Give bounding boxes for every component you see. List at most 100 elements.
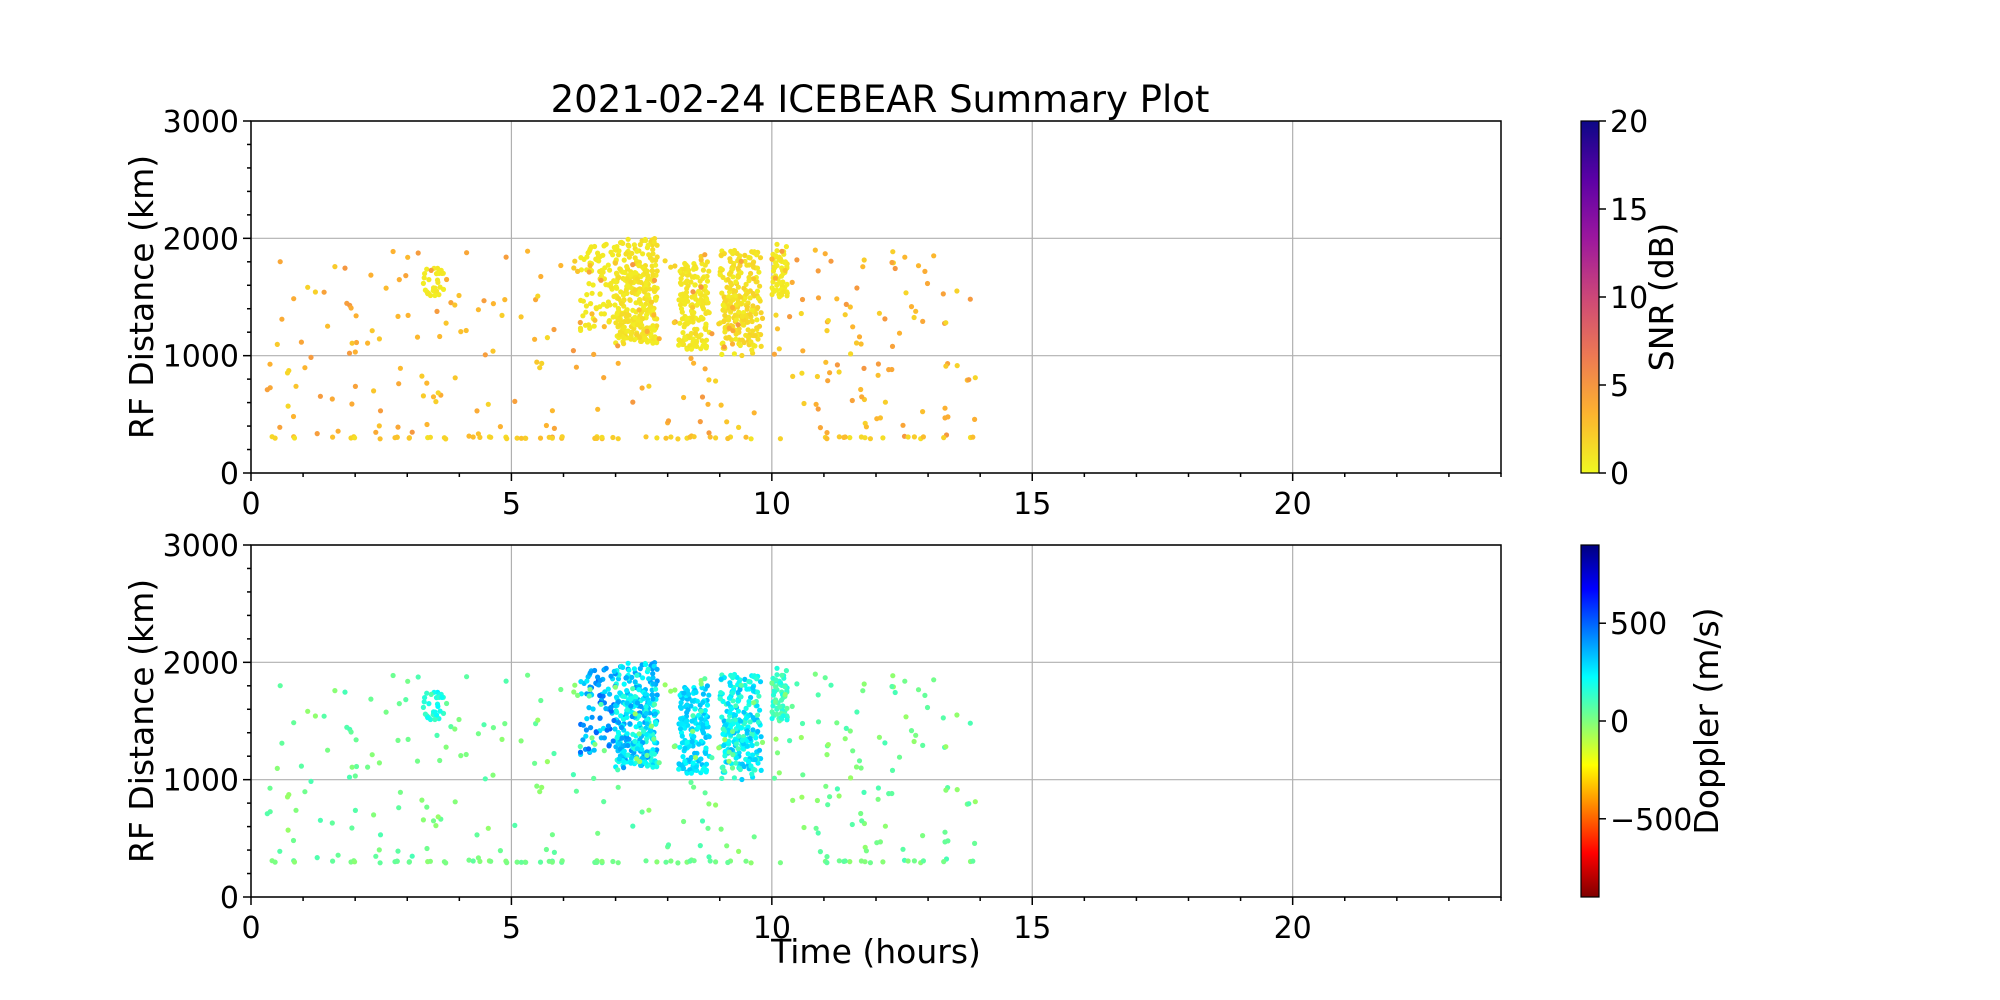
data-point [637, 721, 643, 727]
data-point [612, 279, 619, 285]
data-point [777, 860, 784, 866]
data-point [677, 320, 683, 326]
data-point [859, 818, 865, 824]
data-point [349, 401, 355, 407]
x-tick-label: 10 [753, 487, 791, 522]
data-point [665, 418, 672, 424]
data-point [704, 278, 711, 284]
data-point [671, 319, 677, 326]
data-point [624, 264, 630, 270]
data-point [773, 260, 779, 266]
data-point [911, 738, 917, 745]
data-point [632, 314, 638, 320]
data-point [721, 718, 727, 724]
data-point [643, 704, 649, 710]
data-point [745, 327, 751, 333]
data-point [601, 311, 608, 317]
data-point [573, 788, 580, 794]
data-point [675, 860, 681, 866]
data-point [896, 754, 903, 760]
data-point [725, 435, 731, 442]
data-point [596, 682, 602, 688]
data-point [330, 434, 336, 440]
data-point [539, 360, 545, 366]
data-point [352, 807, 358, 814]
data-point [823, 359, 829, 365]
data-point [610, 738, 616, 744]
data-point [722, 312, 728, 319]
data-point [317, 817, 323, 823]
data-point [751, 700, 757, 706]
data-point [931, 677, 937, 683]
data-point [616, 332, 622, 338]
data-point [605, 262, 611, 268]
data-point [352, 383, 358, 389]
data-point [644, 328, 650, 334]
doppler-colorbar: −500 0 500 Doppler (m/s) [1580, 544, 1726, 898]
data-point [424, 266, 430, 272]
data-point [394, 434, 400, 440]
snr-colorbar-gradient [1580, 120, 1600, 474]
data-point [693, 764, 699, 770]
data-point [679, 733, 685, 739]
data-point [824, 860, 830, 866]
data-point [335, 852, 341, 858]
data-point [931, 253, 937, 259]
data-point [441, 435, 447, 441]
data-point [889, 259, 895, 266]
data-point [687, 434, 693, 440]
data-point [755, 728, 761, 735]
data-point [638, 703, 644, 710]
data-point [828, 682, 834, 688]
data-point [365, 340, 371, 346]
data-point [405, 312, 411, 318]
data-point [619, 311, 625, 317]
data-point [847, 859, 853, 865]
data-point [477, 434, 483, 440]
data-point [790, 373, 796, 379]
data-point [589, 311, 595, 317]
data-point [594, 859, 600, 866]
data-point [397, 789, 403, 795]
data-point [676, 761, 682, 767]
data-point [646, 252, 652, 258]
data-point [733, 703, 739, 709]
data-point [695, 724, 701, 731]
data-point [621, 681, 627, 687]
data-point [592, 243, 598, 250]
data-point [458, 329, 464, 335]
data-point [633, 724, 639, 730]
data-point [612, 260, 619, 266]
data-point [537, 365, 543, 371]
data-point [648, 299, 655, 305]
data-point [425, 291, 431, 297]
data-point [443, 744, 449, 750]
data-point [586, 746, 592, 752]
data-point [736, 733, 742, 739]
data-point [875, 372, 881, 378]
data-point [787, 738, 793, 744]
data-point [880, 859, 886, 865]
data-point [752, 333, 758, 339]
data-point [432, 285, 438, 291]
data-point [615, 784, 621, 790]
data-point [632, 255, 638, 261]
data-point [746, 254, 752, 261]
data-point [570, 772, 577, 778]
data-point [466, 857, 472, 863]
data-point [706, 692, 712, 698]
data-point [890, 249, 896, 255]
data-point [595, 830, 601, 836]
data-point [615, 741, 622, 747]
data-point [623, 711, 630, 717]
data-point [848, 351, 854, 357]
data-point [580, 737, 586, 743]
data-point [772, 265, 778, 271]
data-point [571, 689, 577, 695]
data-point [758, 734, 764, 740]
data-point [754, 288, 761, 294]
data-point [518, 859, 524, 865]
data-point [800, 348, 806, 354]
data-point [721, 318, 727, 325]
data-point [625, 752, 631, 758]
